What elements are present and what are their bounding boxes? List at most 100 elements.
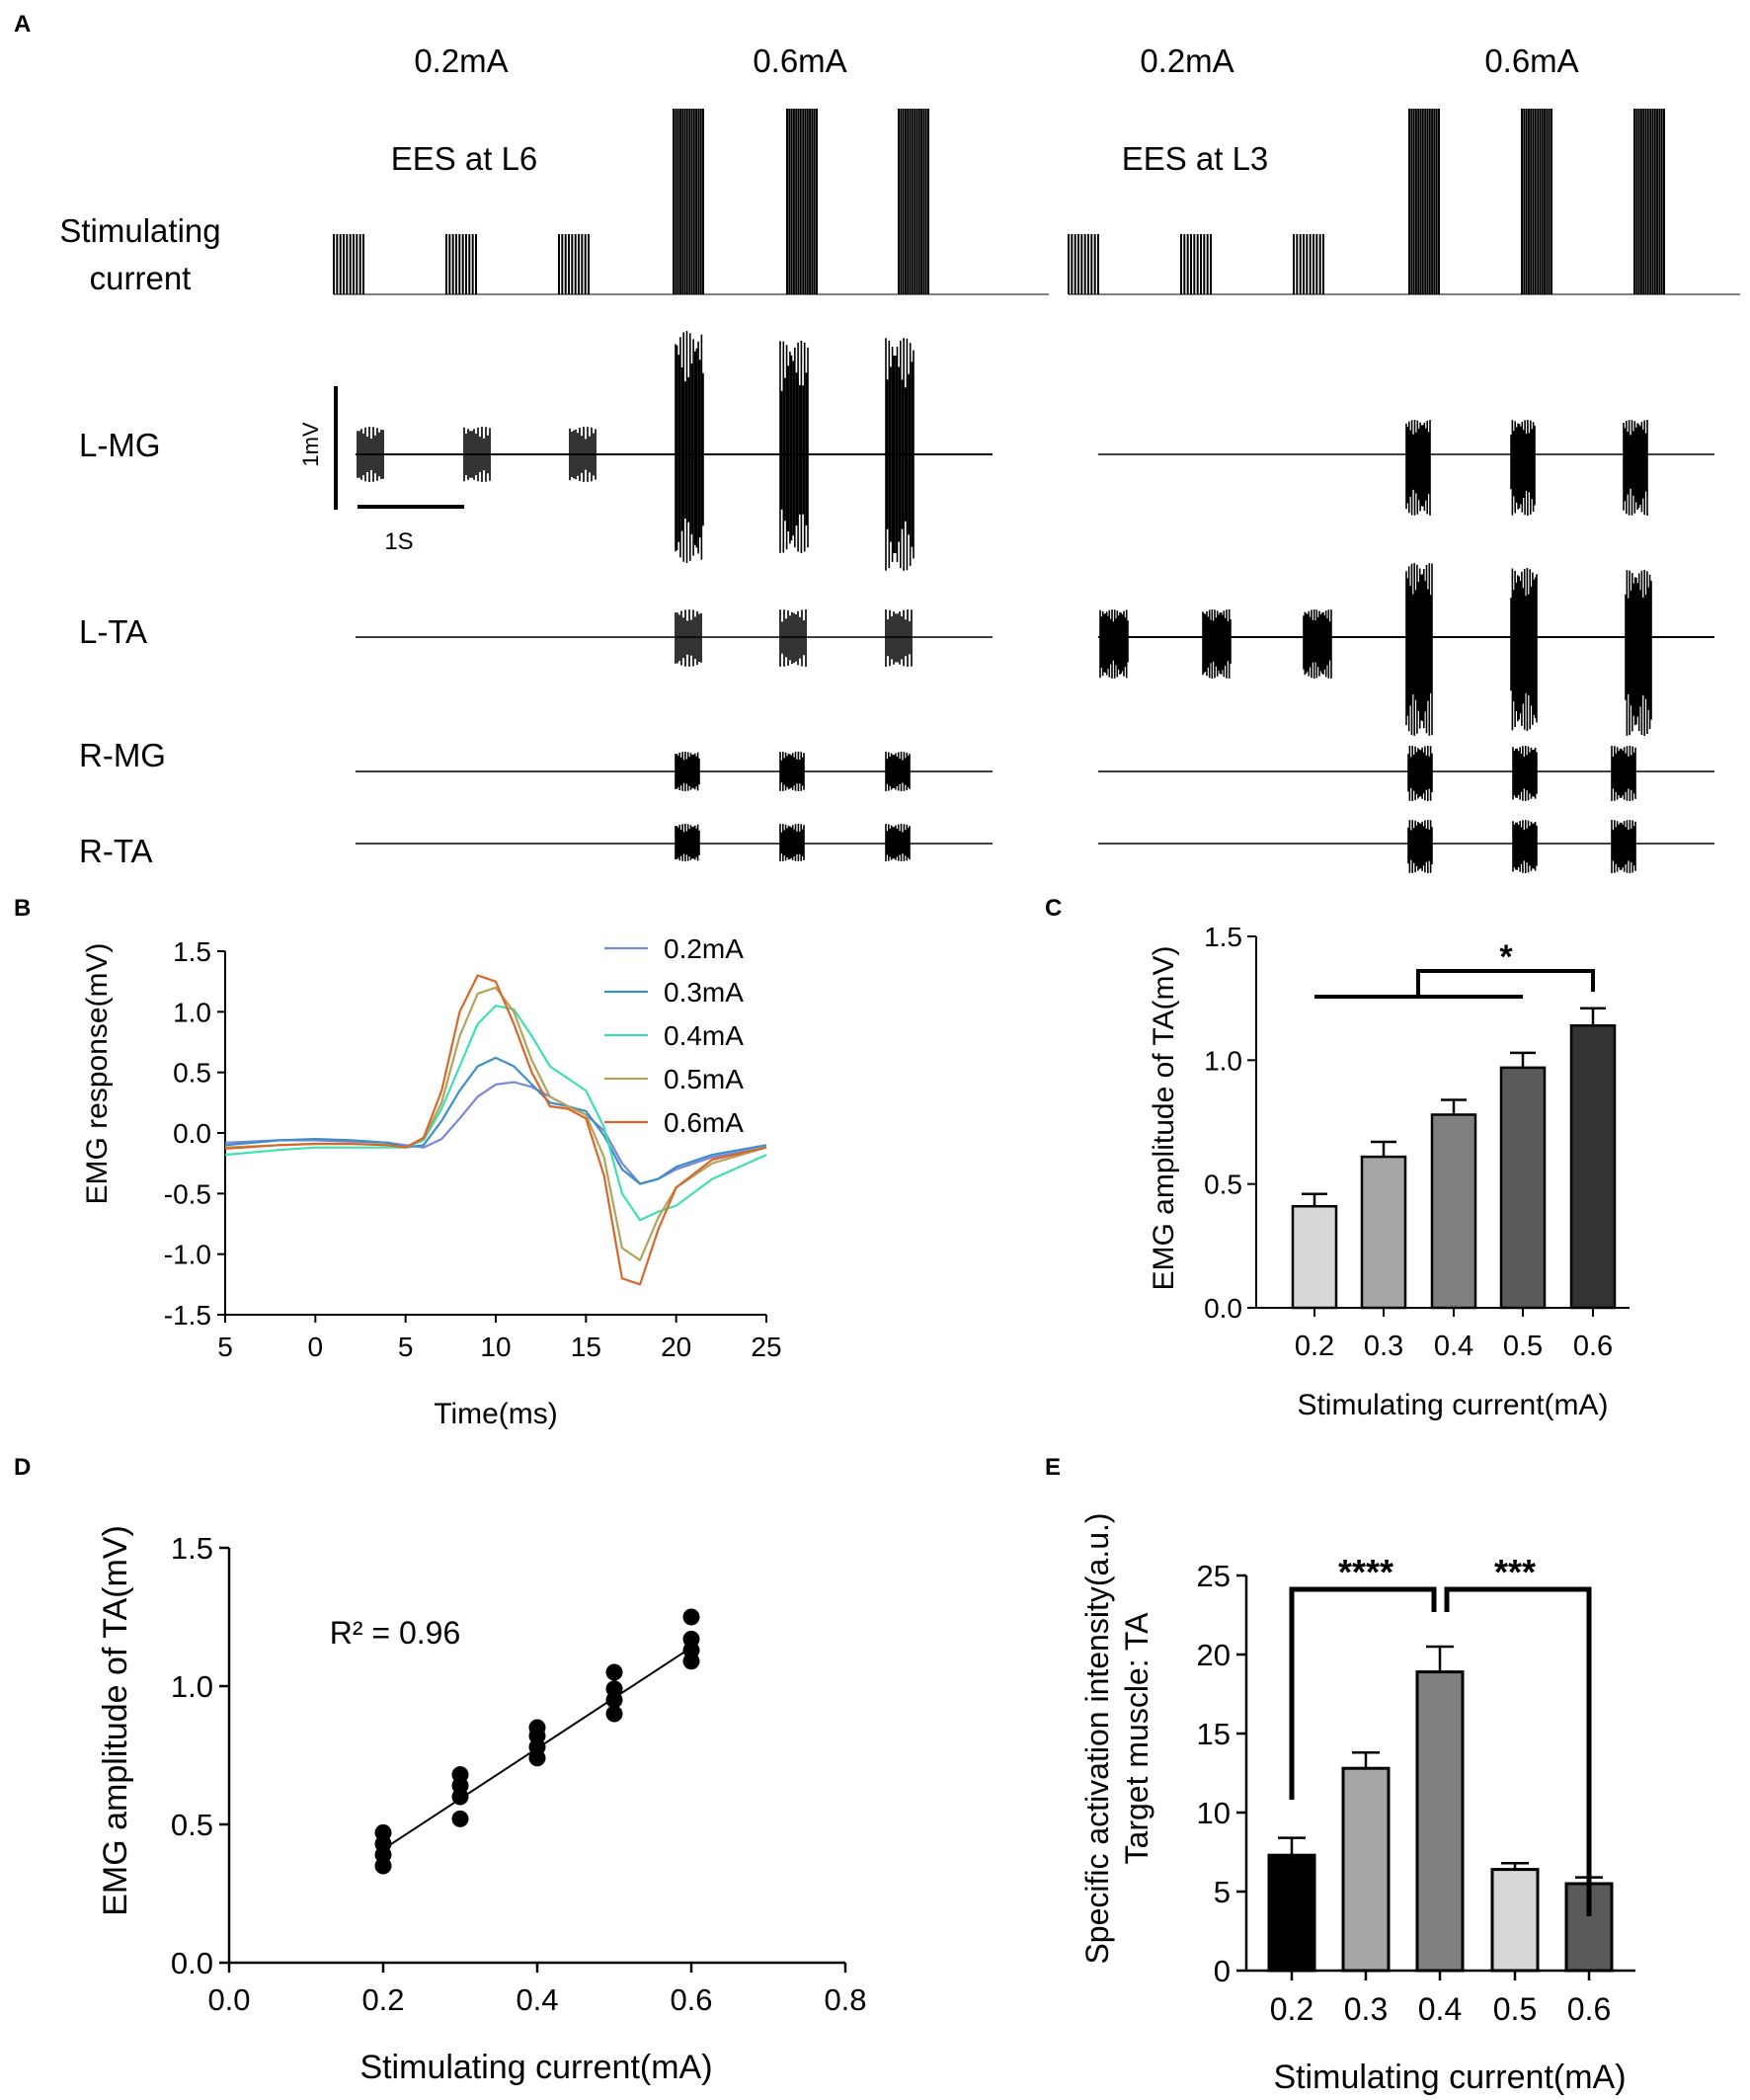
chart-d: 0.0 0.5 1.0 1.5 0.0 0.2 0.4 0.6 0.8 [171, 1531, 867, 2017]
emg-burst-l-mg-l6-high-1 [675, 331, 704, 563]
chart-e-x-tick-label: 0.4 [1418, 1991, 1462, 2027]
stim-train-high-3 [898, 109, 929, 294]
chart-d-y-tick-label: 1.0 [171, 1669, 213, 1704]
chart-e-x-axis-title: Stimulating current(mA) [1273, 2059, 1626, 2096]
chart-b-y-tick-label: -1.5 [164, 1300, 211, 1331]
stim-train-low-1 [333, 234, 364, 294]
chart-d-y-tick-label: 1.5 [171, 1531, 213, 1566]
chart-d-point [451, 1766, 469, 1784]
chart-c-bar [1291, 1204, 1338, 1310]
chart-d-point [605, 1680, 623, 1698]
chart-d-r-squared-annotation: R² = 0.96 [330, 1615, 461, 1651]
chart-c-x-tick-label: 0.5 [1503, 1331, 1543, 1362]
panel-label-b: B [14, 895, 31, 922]
stim-train-high-1 [673, 109, 704, 294]
chart-d-x-tick-label: 0.4 [516, 1982, 558, 2017]
chart-e-y-tick-label: 25 [1197, 1559, 1231, 1593]
chart-b-y-tick-label: 0.0 [173, 1118, 211, 1149]
emg-burst-r-mg-l3-high-2 [1512, 746, 1538, 801]
emg-burst-r-ta-l3-high-1 [1407, 820, 1433, 873]
right-site-label: EES at L3 [1122, 140, 1269, 177]
chart-b-y-tick-label: 1.5 [173, 936, 211, 967]
chart-b-y-tick-label: 1.0 [173, 997, 211, 1027]
stim-train-low-6 [1293, 234, 1324, 294]
chart-b-x-tick-label: 0 [308, 1332, 324, 1362]
emg-burst-l-ta-l3-high-2 [1510, 568, 1538, 731]
emg-burst-r-ta-l3-high-3 [1611, 820, 1636, 873]
chart-e-bar [1490, 1868, 1540, 1973]
chart-b-legend-label: 0.2mA [664, 933, 744, 964]
chart-e-bar [1415, 1670, 1465, 1973]
emg-burst-l-mg-l6-low-1 [357, 427, 384, 482]
chart-e-significance-label-right: *** [1494, 1552, 1536, 1592]
chart-b-y-tick-label: -0.5 [164, 1178, 211, 1209]
panel-label-c: C [1045, 895, 1062, 922]
chart-c-y-tick-label: 0.5 [1204, 1170, 1242, 1200]
chart-c-bar [1430, 1113, 1477, 1310]
stim-train-high-5 [1521, 109, 1552, 294]
chart-e-x-tick-label: 0.3 [1344, 1991, 1388, 2027]
stim-label-line2: current [90, 260, 192, 296]
chart-d-x-tick-label: 0.6 [670, 1982, 712, 2017]
chart-c-bar [1360, 1155, 1407, 1310]
chart-b-x-tick-label: 20 [661, 1332, 691, 1362]
chart-b-x-tick-label: 15 [571, 1332, 601, 1362]
channel-label-l-ta: L-TA [79, 613, 147, 650]
chart-e-y-tick-label: 15 [1197, 1717, 1231, 1751]
emg-burst-l-ta-l3-low-1 [1099, 609, 1129, 679]
chart-b-y-tick-label: 0.5 [173, 1058, 211, 1089]
emg-burst-l-ta-l6-high-1 [675, 609, 702, 667]
chart-b-series-line [224, 974, 767, 1286]
emg-burst-l-mg-l6-low-2 [463, 427, 491, 482]
chart-c-x-tick-label: 0.4 [1434, 1331, 1473, 1362]
emg-burst-r-mg-l6-high-2 [779, 752, 805, 791]
channel-label-r-mg: R-MG [79, 737, 166, 773]
chart-b-x-axis-title: Time(ms) [434, 1398, 558, 1430]
emg-burst-l-mg-l3-high-3 [1623, 420, 1648, 516]
chart-b-y-axis-title: EMG response(mV) [81, 942, 114, 1204]
chart-e-y-axis-title-line2: Target muscle: TA [1119, 1612, 1154, 1865]
emg-burst-r-ta-l6-high-1 [675, 824, 700, 861]
chart-b-series-line [224, 1056, 767, 1185]
chart-b-x-tick-label: 5 [398, 1332, 414, 1362]
panel-label-e: E [1045, 1454, 1061, 1481]
chart-b-legend-label: 0.4mA [664, 1020, 744, 1051]
emg-burst-r-ta-l6-high-3 [885, 824, 911, 861]
chart-c-significance-bracket [1416, 969, 1595, 997]
chart-d-x-tick-label: 0.2 [361, 1982, 404, 2017]
chart-b-x-tick-label: 25 [751, 1332, 781, 1362]
chart-b-x-tick-label: 10 [480, 1332, 511, 1362]
channel-label-l-mg: L-MG [79, 427, 161, 463]
chart-c-x-tick-label: 0.3 [1364, 1331, 1403, 1362]
emg-burst-r-mg-l3-high-3 [1611, 746, 1636, 801]
chart-d-point [451, 1810, 469, 1827]
emg-burst-l-mg-l3-high-1 [1405, 420, 1431, 516]
emg-burst-r-mg-l6-high-1 [675, 752, 700, 791]
chart-d-point [374, 1823, 392, 1841]
stimulation-pulse-trains [333, 109, 1665, 294]
chart-e-y-tick-label: 0 [1214, 1954, 1231, 1988]
emg-burst-r-mg-l6-high-3 [885, 752, 911, 791]
panel-a: A 0.2mA 0.6mA EES at L6 0.2mA 0.6mA EES … [14, 11, 1740, 873]
emg-burst-l-mg-l3-high-2 [1510, 420, 1536, 516]
emg-burst-l-ta-l6-high-3 [885, 609, 913, 667]
right-low-current-label: 0.2mA [1140, 42, 1233, 79]
chart-b: 1.51.00.50.0-0.5-1.0-1.55 0 5 10 15 20 250.2mA… [164, 933, 782, 1362]
chart-d-x-axis-title: Stimulating current(mA) [359, 2049, 712, 2086]
chart-d-point [682, 1608, 700, 1626]
left-site-label: EES at L6 [391, 140, 538, 177]
chart-d-y-tick-label: 0.0 [171, 1946, 213, 1980]
chart-d-y-axis-title: EMG amplitude of TA(mV) [97, 1525, 134, 1916]
chart-e-bar [1267, 1853, 1316, 1973]
emg-burst-r-ta-l6-high-2 [779, 824, 805, 861]
chart-b-legend-label: 0.3mA [664, 977, 744, 1008]
emg-bursts [357, 331, 1652, 873]
right-high-current-label: 0.6mA [1484, 42, 1578, 79]
panel-c: C 0.0 0.5 1.0 1.5 0.2 0.3 0.4 0.5 0.6 * Stimulati… [1045, 895, 1630, 1421]
chart-e-bar [1341, 1766, 1391, 1973]
panel-b: B 1.51.00.50.0-0.5-1.0-1.55 0 5 10 15 20 250.2… [14, 895, 782, 1430]
left-low-current-label: 0.2mA [414, 42, 508, 79]
stim-train-low-2 [445, 234, 477, 294]
